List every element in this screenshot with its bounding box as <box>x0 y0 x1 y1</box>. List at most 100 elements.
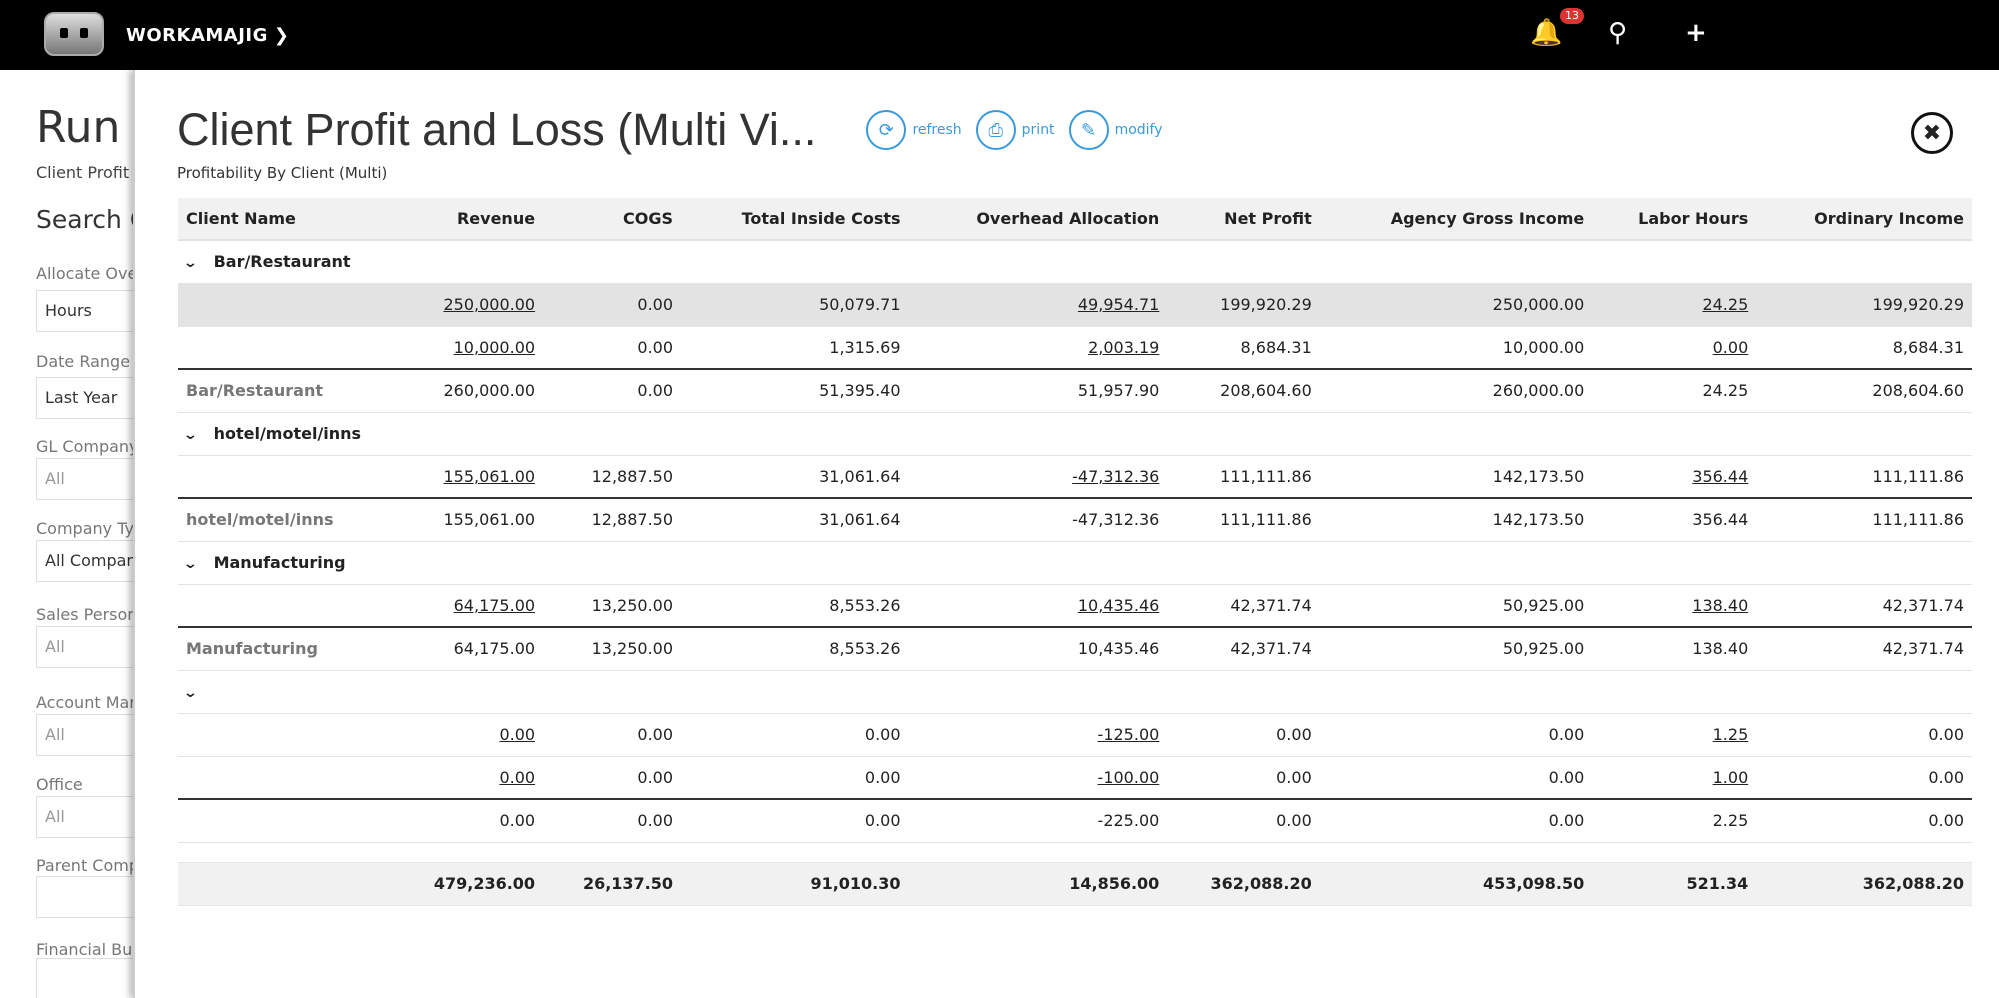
group-name: Manufacturing <box>213 553 346 572</box>
cell: 199,920.29 <box>1167 283 1320 326</box>
cell-link[interactable]: -47,312.36 <box>1072 466 1160 486</box>
column-header[interactable]: Ordinary Income <box>1756 198 1972 241</box>
brand-menu[interactable]: WORKAMAJIG ❯ <box>126 22 290 46</box>
filter-label: Sales Person <box>36 605 133 624</box>
cell: 521.34 <box>1592 862 1757 905</box>
cell: -225.00 <box>1097 811 1160 831</box>
filter-input[interactable] <box>36 958 133 998</box>
group-name: Bar/Restaurant <box>213 252 351 272</box>
cell: 50,925.00 <box>1502 639 1585 659</box>
chevron-down-icon[interactable]: ⌄ <box>182 685 198 701</box>
filter-label: Financial Bu <box>36 940 133 959</box>
cell: 0.00 <box>864 811 901 831</box>
cell: 362,088.20 <box>1756 862 1972 905</box>
cell: 111,111.86 <box>1872 510 1964 530</box>
group-name: hotel/motel/inns <box>213 424 362 443</box>
cell: 0.00 <box>543 283 682 326</box>
filter-input[interactable] <box>36 876 133 918</box>
cell: 111,111.86 <box>1220 510 1312 530</box>
cell: 51,957.90 <box>1077 381 1160 401</box>
column-header[interactable]: Total Inside Costs <box>681 198 909 241</box>
column-header[interactable]: COGS <box>543 198 682 241</box>
cell: 1.00 <box>1592 756 1756 799</box>
cell: 8,684.31 <box>1240 337 1312 357</box>
cell-link[interactable]: 2,003.19 <box>1088 337 1160 357</box>
column-header[interactable]: Overhead Allocation <box>908 198 1168 241</box>
filter-input[interactable]: All <box>36 796 133 838</box>
cell-link[interactable]: 155,061.00 <box>443 466 536 486</box>
cell: hotel/motel/inns <box>186 510 334 530</box>
report-header: Client Profit and Loss (Multi Vi... ⟳ ref… <box>177 104 1177 156</box>
pencil-icon: ✎ <box>1068 110 1109 150</box>
cell-link[interactable]: -125.00 <box>1097 725 1160 744</box>
cell: 155,061.00 <box>391 455 543 498</box>
cell: 24.25 <box>1592 283 1757 326</box>
bell-icon[interactable]: 🔔 <box>1530 18 1563 48</box>
chevron-down-icon[interactable]: ⌄ <box>182 556 198 572</box>
spacer-row <box>178 842 1972 862</box>
column-header[interactable]: Client Name <box>178 198 391 241</box>
cell: 0.00 <box>1548 767 1585 787</box>
cell: 155,061.00 <box>443 510 536 530</box>
cell-link[interactable]: 0.00 <box>1712 337 1749 357</box>
cell-link[interactable]: -100.00 <box>1097 767 1160 787</box>
cell-link[interactable]: 10,000.00 <box>453 337 536 357</box>
group-row[interactable]: ⌄ Bar/Restaurant <box>178 240 1972 283</box>
cell: 0.00 <box>1276 725 1312 744</box>
cell-link[interactable]: 356.44 <box>1692 466 1749 486</box>
filter-input[interactable]: All <box>36 458 133 500</box>
column-header[interactable]: Net Profit <box>1167 198 1320 241</box>
workamajig-logo[interactable] <box>44 12 104 56</box>
cell: 8,553.26 <box>829 639 901 659</box>
filter-input[interactable]: All Compan <box>36 540 133 582</box>
filter-input[interactable]: All <box>36 714 133 756</box>
plus-icon[interactable]: + <box>1685 18 1707 48</box>
cell: 13,250.00 <box>591 595 674 615</box>
cell-link[interactable]: 0.00 <box>499 725 536 744</box>
cell-link[interactable]: 49,954.71 <box>1077 295 1160 314</box>
cell: 2.25 <box>1712 811 1749 831</box>
cell: 50,079.71 <box>681 283 909 326</box>
filter-input[interactable]: Hours <box>36 290 133 332</box>
filter-label: Allocate Ove <box>36 264 133 283</box>
group-row[interactable]: ⌄ Manufacturing <box>178 541 1972 584</box>
cell: 260,000.00 <box>443 381 536 401</box>
close-icon: ✖ <box>1922 120 1942 146</box>
cell-link[interactable]: 250,000.00 <box>443 295 536 314</box>
cell: 0.00 <box>1548 725 1585 744</box>
close-button[interactable]: ✖ <box>1911 112 1953 154</box>
cell-link[interactable]: 64,175.00 <box>453 595 536 615</box>
modify-button[interactable]: ✎ modify <box>1068 110 1163 150</box>
chevron-down-icon[interactable]: ⌄ <box>182 427 198 443</box>
cell-link[interactable]: 24.25 <box>1702 295 1749 314</box>
cell: 142,173.50 <box>1492 466 1585 486</box>
cell: 24.25 <box>1702 381 1749 401</box>
column-header[interactable]: Revenue <box>390 198 544 241</box>
cell: 0.00 <box>637 811 674 831</box>
table-row: 10,000.00 0.00 1,315.69 2,003.19 8,684.31 10,… <box>178 326 1972 369</box>
table-row: 479,236.00 26,137.50 91,010.30 14,856.00 362… <box>178 862 1972 905</box>
cell: 42,371.74 <box>1230 639 1312 659</box>
column-header[interactable]: Agency Gross Income <box>1319 198 1593 241</box>
cell-link[interactable]: 138.40 <box>1692 595 1749 615</box>
cell-link[interactable]: 0.00 <box>499 767 536 787</box>
cell-link[interactable]: 1.00 <box>1712 767 1749 787</box>
group-row[interactable]: ⌄ <box>178 670 1972 713</box>
group-row[interactable]: ⌄ hotel/motel/inns <box>178 412 1972 455</box>
refresh-button[interactable]: ⟳ refresh <box>866 110 962 150</box>
top-bar: WORKAMAJIG ❯ 🔔 13 ⚲ + <box>0 0 1999 70</box>
cell: 13,250.00 <box>591 639 674 659</box>
table-row: 64,175.00 13,250.00 8,553.26 10,435.46 42,37… <box>178 584 1972 627</box>
cell-link[interactable]: 1.25 <box>1712 725 1749 744</box>
filter-input[interactable]: Last Year <box>36 377 133 419</box>
filter-input[interactable]: All <box>36 626 133 668</box>
cell: 0.00 <box>1928 811 1964 831</box>
search-icon[interactable]: ⚲ <box>1608 18 1628 48</box>
cell-link[interactable]: 10,435.46 <box>1077 595 1160 615</box>
cell: 260,000.00 <box>1492 381 1585 401</box>
column-header[interactable]: Labor Hours <box>1592 198 1757 241</box>
table-row: Manufacturing 64,175.00 13,250.00 8,553.26 1… <box>178 627 1972 670</box>
print-button[interactable]: ⎙ print <box>975 110 1055 150</box>
brand-name: WORKAMAJIG <box>126 25 268 46</box>
chevron-down-icon[interactable]: ⌄ <box>182 255 198 272</box>
